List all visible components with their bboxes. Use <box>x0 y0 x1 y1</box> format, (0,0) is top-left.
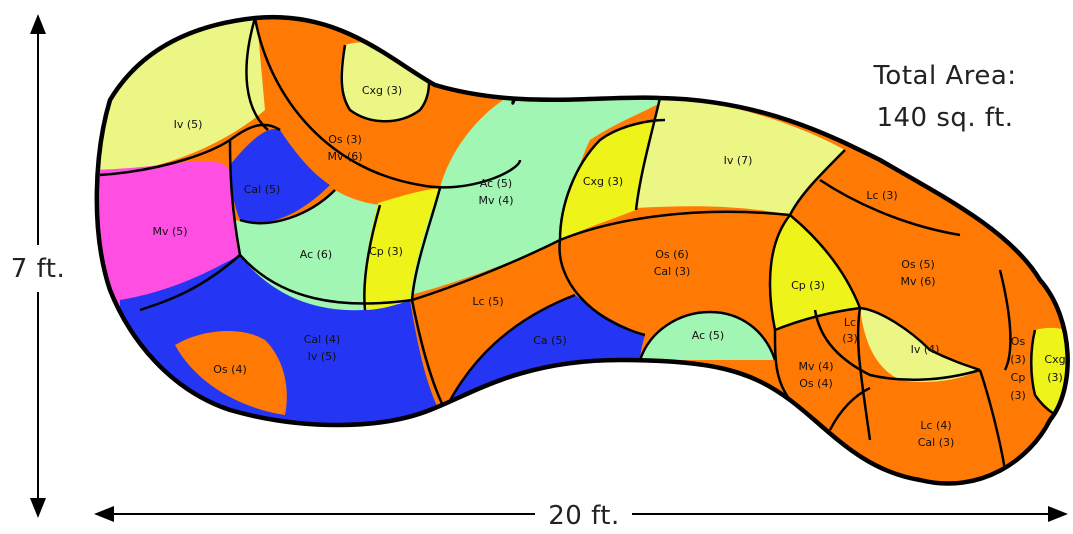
width-dimension: 20 ft. <box>94 501 1068 531</box>
label-cal-3: Cal (3) <box>654 265 691 278</box>
region-iv-7 <box>636 98 845 215</box>
region-iv-4 <box>860 308 980 382</box>
label-ac-5-bottom: Ac (5) <box>692 329 724 342</box>
label-iv-5-top: Iv (5) <box>174 118 203 131</box>
label-os: Os <box>1011 335 1026 348</box>
label-cxg-3-mid: Cxg (3) <box>583 175 623 188</box>
label-os-4: Os (4) <box>213 363 246 376</box>
total-area-label: Total Area: <box>872 61 1016 91</box>
region-os-4 <box>175 330 287 415</box>
height-dimension: 7 ft. <box>11 14 65 518</box>
region-labels: Iv (5) Os (3) Mv (6) Cxg (3) Cal (5) Mv … <box>152 84 1065 449</box>
label-os-6: Os (6) <box>655 248 688 261</box>
region-lc-5 <box>412 248 575 410</box>
label-ac-6: Ac (6) <box>300 248 332 261</box>
region-cal-5 <box>230 129 330 224</box>
label-cal-5: Cal (5) <box>244 183 281 196</box>
label-cal-3-right: Cal (3) <box>918 436 955 449</box>
label-os-4-right: Os (4) <box>799 377 832 390</box>
label-cp-3-right: Cp (3) <box>791 279 825 292</box>
label-ca-5: Ca (5) <box>533 334 567 347</box>
label-cp: Cp <box>1011 371 1026 384</box>
region-cxg-3-mid <box>560 120 665 240</box>
label-lc-num: (3) <box>842 332 858 345</box>
label-mv-4: Mv (4) <box>478 194 513 207</box>
region-cp-3-right <box>770 215 860 330</box>
label-lc-3-top: Lc (3) <box>866 189 897 202</box>
region-ac-5-mv-4 <box>410 90 665 295</box>
label-cal-4: Cal (4) <box>304 333 341 346</box>
bed-outline <box>94 14 1070 486</box>
label-cp-num: (3) <box>1010 389 1026 402</box>
label-ac-5: Ac (5) <box>480 177 512 190</box>
label-mv-5: Mv (5) <box>152 225 187 238</box>
label-iv-7: Iv (7) <box>724 154 753 167</box>
arrow-right-icon <box>1048 506 1068 522</box>
region-cp-3-left <box>364 188 440 310</box>
arrow-up-icon <box>30 14 46 34</box>
region-ac-5-bottom <box>640 312 775 360</box>
label-cxg: Cxg <box>1044 353 1065 366</box>
total-area: Total Area: 140 sq. ft. <box>872 61 1016 133</box>
label-lc-4: Lc (4) <box>920 419 951 432</box>
total-area-value: 140 sq. ft. <box>876 103 1013 133</box>
label-cp-3-left: Cp (3) <box>369 245 403 258</box>
label-os-5: Os (5) <box>901 258 934 271</box>
label-mv-4-right: Mv (4) <box>798 360 833 373</box>
arrow-down-icon <box>30 498 46 518</box>
arrow-left-icon <box>94 506 114 522</box>
label-lc: Lc <box>844 316 856 329</box>
label-mv-6: Mv (6) <box>327 150 362 163</box>
label-mv-6-right: Mv (6) <box>900 275 935 288</box>
label-os-3: Os (3) <box>328 133 361 146</box>
region-borders <box>99 17 1068 471</box>
region-cal-4-iv-5 <box>120 255 450 430</box>
width-label: 20 ft. <box>548 501 620 529</box>
label-iv-4: Iv (4) <box>911 343 940 356</box>
label-iv-5-bottom: Iv (5) <box>308 350 337 363</box>
label-os-num: (3) <box>1010 353 1026 366</box>
region-mv-5 <box>96 161 240 310</box>
label-cxg-num: (3) <box>1047 371 1063 384</box>
label-lc-5: Lc (5) <box>472 295 503 308</box>
label-cxg-3-top: Cxg (3) <box>362 84 402 97</box>
height-label: 7 ft. <box>11 254 65 284</box>
